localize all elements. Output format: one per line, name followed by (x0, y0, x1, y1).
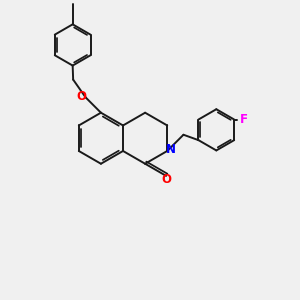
Text: F: F (240, 113, 248, 126)
Text: N: N (166, 143, 176, 157)
Text: O: O (161, 173, 171, 186)
Text: O: O (77, 90, 87, 103)
